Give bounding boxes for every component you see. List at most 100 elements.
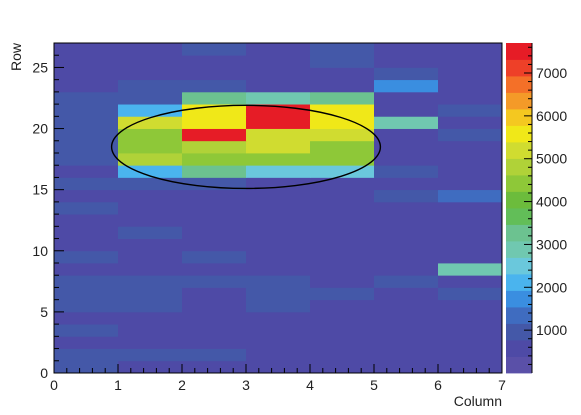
heatmap-cell: [438, 201, 503, 215]
heatmap-cell: [182, 287, 247, 301]
colorbar-swatch: [506, 92, 532, 110]
heatmap-cell: [118, 128, 183, 142]
heatmap-cell: [246, 311, 311, 325]
heatmap-cell: [182, 275, 247, 288]
heatmap-cell: [246, 263, 311, 276]
heatmap-cell: [182, 189, 247, 203]
colorbar-swatch: [506, 76, 532, 93]
heatmap-cell: [182, 250, 247, 264]
heatmap-cell: [438, 165, 503, 178]
heatmap-cell: [182, 177, 247, 191]
heatmap-cell: [438, 226, 503, 239]
heatmap-cell: [182, 67, 247, 81]
heatmap-cell: [182, 153, 247, 166]
heatmap-cell: [182, 336, 247, 349]
heatmap-cell: [182, 140, 247, 154]
heatmap-cell: [246, 67, 311, 81]
heatmap-cell: [118, 324, 183, 337]
heatmap-cell: [118, 214, 183, 227]
heatmap-cell: [374, 104, 439, 117]
heatmap-cell: [118, 275, 183, 288]
colorbar-tick-label: 7000: [536, 65, 567, 81]
heatmap-cell: [54, 91, 119, 105]
heatmap-cell: [182, 201, 247, 215]
heatmap-cell: [182, 226, 247, 239]
heatmap-cell: [374, 55, 439, 68]
heatmap-cell: [182, 324, 247, 337]
heatmap-cell: [54, 263, 119, 276]
y-tick-label: 15: [32, 182, 48, 198]
heatmap-cell: [310, 336, 375, 349]
heatmap-cell: [374, 91, 439, 105]
heatmap-cell: [246, 153, 311, 166]
heatmap-cell: [246, 360, 311, 374]
heatmap-cell: [118, 336, 183, 349]
heatmap-cell: [54, 165, 119, 178]
heatmap-cell: [54, 104, 119, 117]
heatmap-cell: [118, 177, 183, 191]
heatmap-cell: [118, 348, 183, 362]
heatmap-cell: [310, 140, 375, 154]
heatmap-cell: [310, 214, 375, 227]
colorbar-tick-label: 2000: [536, 279, 567, 295]
heatmap-cell: [246, 287, 311, 301]
heatmap-cell: [182, 43, 247, 56]
y-axis-label: Row: [8, 42, 24, 71]
heatmap-cell: [310, 299, 375, 313]
x-tick-label: 2: [178, 377, 186, 393]
heatmap-cell: [118, 79, 183, 93]
colorbar-swatch: [506, 356, 532, 374]
heatmap-cell: [438, 275, 503, 288]
heatmap-cell: [438, 263, 503, 276]
heatmap-cell: [118, 299, 183, 313]
heatmap-cell: [54, 275, 119, 288]
heatmap-cell: [246, 250, 311, 264]
colorbar-swatch: [506, 142, 532, 159]
heatmap-cell: [374, 336, 439, 349]
heatmap-cell: [246, 91, 311, 105]
heatmap-cell: [182, 348, 247, 362]
x-tick-label: 4: [306, 377, 314, 393]
x-tick-label: 3: [242, 377, 250, 393]
heatmap-cell: [374, 165, 439, 178]
colorbar-swatch: [506, 109, 532, 126]
heatmap-cell: [310, 189, 375, 203]
heatmap-cell: [118, 189, 183, 203]
heatmap-cell: [54, 311, 119, 325]
heatmap-cell: [310, 324, 375, 337]
heatmap-cell: [118, 43, 183, 56]
colorbar-swatch: [506, 340, 532, 357]
heatmap-cell: [310, 226, 375, 239]
heatmap-cell: [246, 116, 311, 129]
heatmap-cell: [438, 250, 503, 264]
heatmap-cell: [310, 153, 375, 166]
heatmap-cell: [182, 116, 247, 129]
heatmap-cell: [310, 360, 375, 374]
colorbar-swatch: [506, 290, 532, 308]
heatmap-cell: [374, 311, 439, 325]
colorbar-tick-label: 5000: [536, 151, 567, 167]
heatmap-cell: [54, 348, 119, 362]
heatmap-cell: [374, 360, 439, 374]
heatmap-cell: [374, 238, 439, 252]
heatmap-cell: [438, 104, 503, 117]
heatmap-cell: [54, 201, 119, 215]
heatmap-cells: [54, 43, 503, 374]
heatmap-cell: [54, 226, 119, 239]
heatmap-cell: [374, 67, 439, 81]
heatmap-cell: [310, 91, 375, 105]
heatmap-cell: [438, 91, 503, 105]
heatmap-cell: [118, 360, 183, 374]
heatmap-cell: [310, 67, 375, 81]
heatmap-cell: [438, 55, 503, 68]
heatmap-cell: [118, 91, 183, 105]
heatmap-cell: [182, 55, 247, 68]
heatmap-cell: [438, 189, 503, 203]
heatmap-cell: [246, 55, 311, 68]
heatmap-cell: [374, 43, 439, 56]
heatmap-cell: [118, 153, 183, 166]
heatmap-cell: [54, 336, 119, 349]
heatmap-cell: [118, 104, 183, 117]
heatmap-cell: [246, 165, 311, 178]
colorbar-swatch: [506, 125, 532, 143]
